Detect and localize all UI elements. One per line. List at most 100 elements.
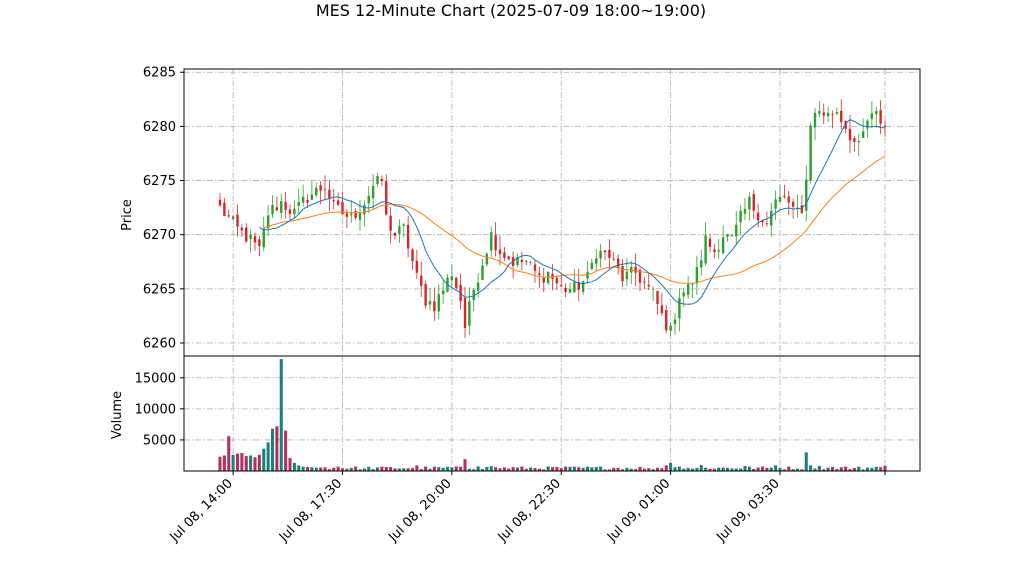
candle-body — [328, 189, 331, 199]
candle-body — [245, 227, 248, 242]
volume-bar — [520, 466, 524, 471]
volume-bar — [345, 468, 349, 471]
volume-bar — [367, 466, 371, 471]
candle-body — [796, 207, 799, 209]
volume-bar — [883, 465, 887, 471]
volume-bar — [262, 448, 266, 471]
volume-bar — [559, 468, 563, 471]
candle-body — [433, 301, 436, 312]
candle-body — [253, 236, 257, 243]
candle-body — [503, 252, 506, 258]
volume-bar — [489, 466, 493, 471]
candle-body — [350, 213, 353, 216]
volume-bar — [603, 469, 607, 471]
candle-body — [551, 273, 554, 279]
volume-bar — [270, 428, 275, 471]
volume-bar — [647, 468, 651, 471]
x-tick-label: Jul 08, 17:30 — [276, 476, 345, 545]
volume-bar — [445, 467, 450, 471]
volume-bar — [410, 468, 415, 471]
candle-body — [726, 234, 729, 237]
volume-bar — [515, 467, 520, 471]
volume-bar — [822, 469, 826, 471]
price-tick-label: 6285 — [143, 66, 176, 81]
candle-body — [813, 112, 817, 128]
volume-bar — [550, 467, 555, 471]
candle-body — [581, 281, 585, 292]
volume-bar — [704, 467, 708, 471]
candle-body — [236, 214, 239, 227]
volume-bar — [389, 467, 393, 471]
volume-bar — [782, 469, 786, 471]
candle-body — [533, 264, 537, 271]
candle-body — [761, 220, 764, 223]
candle-body — [358, 212, 362, 220]
candle-body — [822, 112, 825, 116]
candle-body — [787, 196, 790, 203]
candle-body — [393, 232, 397, 236]
volume-bar — [852, 467, 856, 471]
volume-bar — [612, 467, 616, 471]
candle-body — [525, 261, 528, 262]
candle-body — [481, 265, 484, 280]
candle-body — [669, 325, 672, 331]
volume-tick-label: 15000 — [135, 371, 176, 386]
moving-average-fast — [259, 119, 886, 305]
volume-bar — [634, 469, 638, 471]
candle-body — [651, 288, 655, 290]
volume-bar — [397, 468, 401, 471]
volume-bar — [870, 467, 874, 471]
candle-body — [507, 256, 510, 260]
volume-bar — [284, 430, 288, 471]
volume-bar — [844, 466, 848, 471]
volume-bar — [332, 467, 336, 471]
volume-bar — [511, 467, 515, 471]
x-tick-label: Jul 08, 20:00 — [385, 476, 454, 545]
volume-bar — [590, 467, 594, 471]
volume-bar — [791, 469, 795, 471]
candle-body — [564, 287, 567, 293]
candle-body — [743, 208, 747, 214]
volume-bar — [340, 468, 345, 471]
volume-bar — [800, 469, 804, 471]
volume-bar — [336, 466, 340, 471]
volume-bar — [712, 468, 716, 471]
candle-body — [713, 249, 716, 253]
volume-bar — [424, 466, 428, 471]
volume-bar — [476, 466, 480, 471]
candle-body — [354, 211, 357, 219]
candle-body — [660, 305, 664, 314]
volume-bar — [428, 468, 432, 471]
volume-bar — [227, 436, 231, 471]
volume-bar — [594, 467, 598, 471]
volume-bar — [288, 457, 292, 471]
candle-body — [411, 249, 414, 262]
volume-bar — [585, 466, 590, 471]
price-tick-label: 6280 — [143, 120, 176, 135]
price-tick-label: 6270 — [143, 228, 176, 243]
volume-bar — [402, 468, 406, 471]
candle-body — [363, 204, 366, 215]
candle-body — [857, 140, 860, 143]
volume-bar — [292, 462, 296, 471]
candle-body — [266, 215, 270, 229]
volume-bar — [599, 466, 603, 471]
candle-body — [861, 131, 865, 138]
candle-body — [686, 284, 690, 295]
candle-body — [590, 262, 594, 269]
volume-bar — [375, 467, 380, 471]
volume-bar — [739, 468, 743, 471]
volume-bar — [406, 468, 410, 471]
candle-body — [367, 195, 370, 204]
candle-body — [516, 257, 519, 266]
volume-bar — [708, 468, 712, 471]
candle-body — [752, 194, 755, 211]
volume-bar — [327, 469, 331, 471]
volume-bar — [651, 469, 655, 471]
volume-bar — [301, 466, 305, 471]
volume-bar — [555, 466, 559, 471]
candle-body — [231, 216, 235, 219]
candle-body — [682, 292, 685, 297]
volume-bar — [629, 468, 633, 471]
volume-bar — [848, 469, 852, 471]
